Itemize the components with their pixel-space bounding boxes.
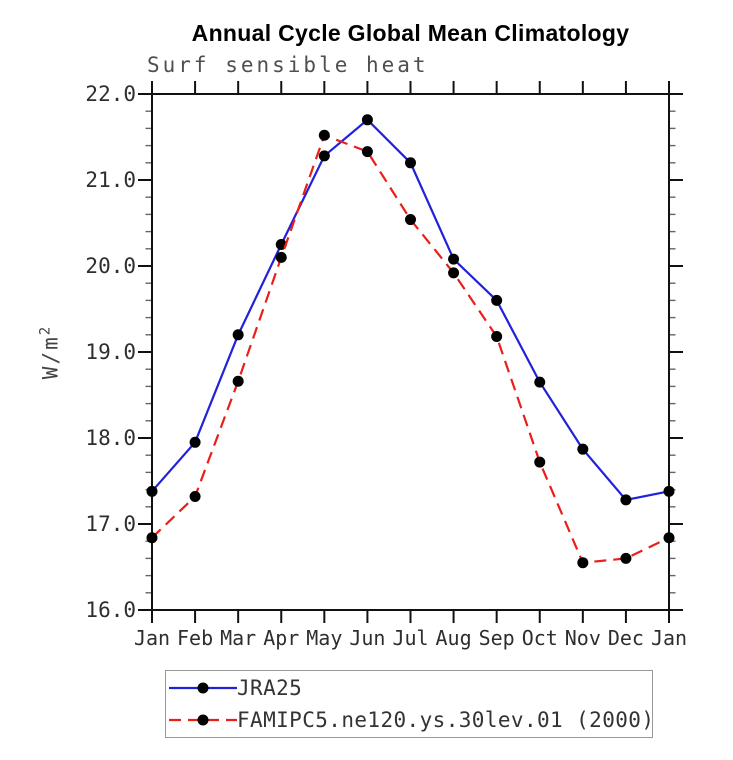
- y-tick-label: 19.0: [85, 340, 136, 364]
- data-point: [491, 294, 503, 306]
- series-markers-1: [146, 129, 675, 569]
- x-tick-label: Mar: [220, 626, 256, 650]
- data-point: [405, 157, 416, 169]
- legend-marker: [197, 682, 209, 694]
- data-point: [189, 490, 201, 502]
- x-tick-label: Feb: [177, 626, 213, 650]
- y-axis-title-text: W/m: [38, 335, 63, 380]
- series-markers-0: [146, 114, 675, 506]
- x-tick-label: May: [306, 626, 342, 650]
- y-tick-label: 17.0: [85, 512, 136, 536]
- y-axis-title: W/m2: [38, 325, 63, 379]
- x-tick-label: Jan: [134, 626, 170, 650]
- data-point: [232, 329, 244, 341]
- legend-label: FAMIPC5.ne120.ys.30lev.01 (2000): [237, 708, 655, 732]
- legend-sample-line-1: [169, 714, 237, 726]
- series-line-1: [151, 133, 670, 564]
- x-tick-label: Aug: [436, 626, 472, 650]
- data-point: [663, 532, 675, 544]
- legend-item: JRA25: [166, 675, 652, 701]
- y-tick-label: 18.0: [85, 426, 136, 450]
- data-point: [577, 557, 589, 569]
- data-point: [663, 485, 675, 497]
- x-tick-label: Jun: [349, 626, 385, 650]
- data-point: [620, 552, 632, 564]
- chart-title: Annual Cycle Global Mean Climatology: [191, 20, 630, 46]
- y-axis-title-exponent: 2: [37, 324, 54, 336]
- y-tick-label: 20.0: [85, 254, 136, 278]
- x-tick-label: Nov: [565, 626, 601, 650]
- legend: JRA25 FAMIPC5.ne120.ys.30lev.01 (2000): [165, 670, 655, 738]
- legend-sample-line-0: [169, 682, 237, 694]
- series-line-0: [151, 118, 670, 502]
- y-axis-major-ticks: 16.0 17.0 18.0 19.0 20.0 21.0 22.0: [85, 82, 683, 622]
- data-point: [146, 485, 158, 497]
- x-tick-label: Jan: [651, 626, 687, 650]
- data-point: [448, 253, 460, 265]
- data-point: [146, 532, 158, 544]
- data-point: [318, 129, 330, 141]
- x-axis-ticks: Jan Feb Mar Apr May Jun Jul Aug Sep Oct Nov Dec Jan: [134, 81, 687, 650]
- data-point: [189, 436, 201, 448]
- data-point: [361, 114, 373, 126]
- y-tick-label: 22.0: [85, 82, 136, 106]
- data-point: [534, 376, 546, 388]
- data-point: [318, 150, 330, 162]
- plot-border: [151, 93, 670, 611]
- data-point: [534, 456, 546, 468]
- data-point: [620, 494, 632, 506]
- chart-subtitle: Surf sensible heat: [147, 53, 429, 77]
- data-point: [232, 375, 244, 387]
- data-point: [577, 443, 589, 455]
- x-tick-label: Apr: [263, 626, 299, 650]
- x-tick-label: Jul: [392, 626, 428, 650]
- x-tick-label: Dec: [608, 626, 644, 650]
- x-tick-label: Oct: [522, 626, 558, 650]
- data-point: [491, 331, 503, 343]
- data-point: [405, 214, 416, 226]
- legend-item: FAMIPC5.ne120.ys.30lev.01 (2000): [166, 707, 655, 733]
- legend-label: JRA25: [237, 676, 303, 700]
- data-point: [275, 251, 287, 263]
- y-tick-label: 16.0: [85, 598, 136, 622]
- legend-marker: [197, 714, 209, 726]
- y-axis-minor-ticks: [145, 110, 676, 594]
- data-point: [361, 146, 373, 158]
- x-tick-label: Sep: [479, 626, 515, 650]
- y-tick-label: 21.0: [85, 168, 136, 192]
- data-point: [448, 267, 460, 279]
